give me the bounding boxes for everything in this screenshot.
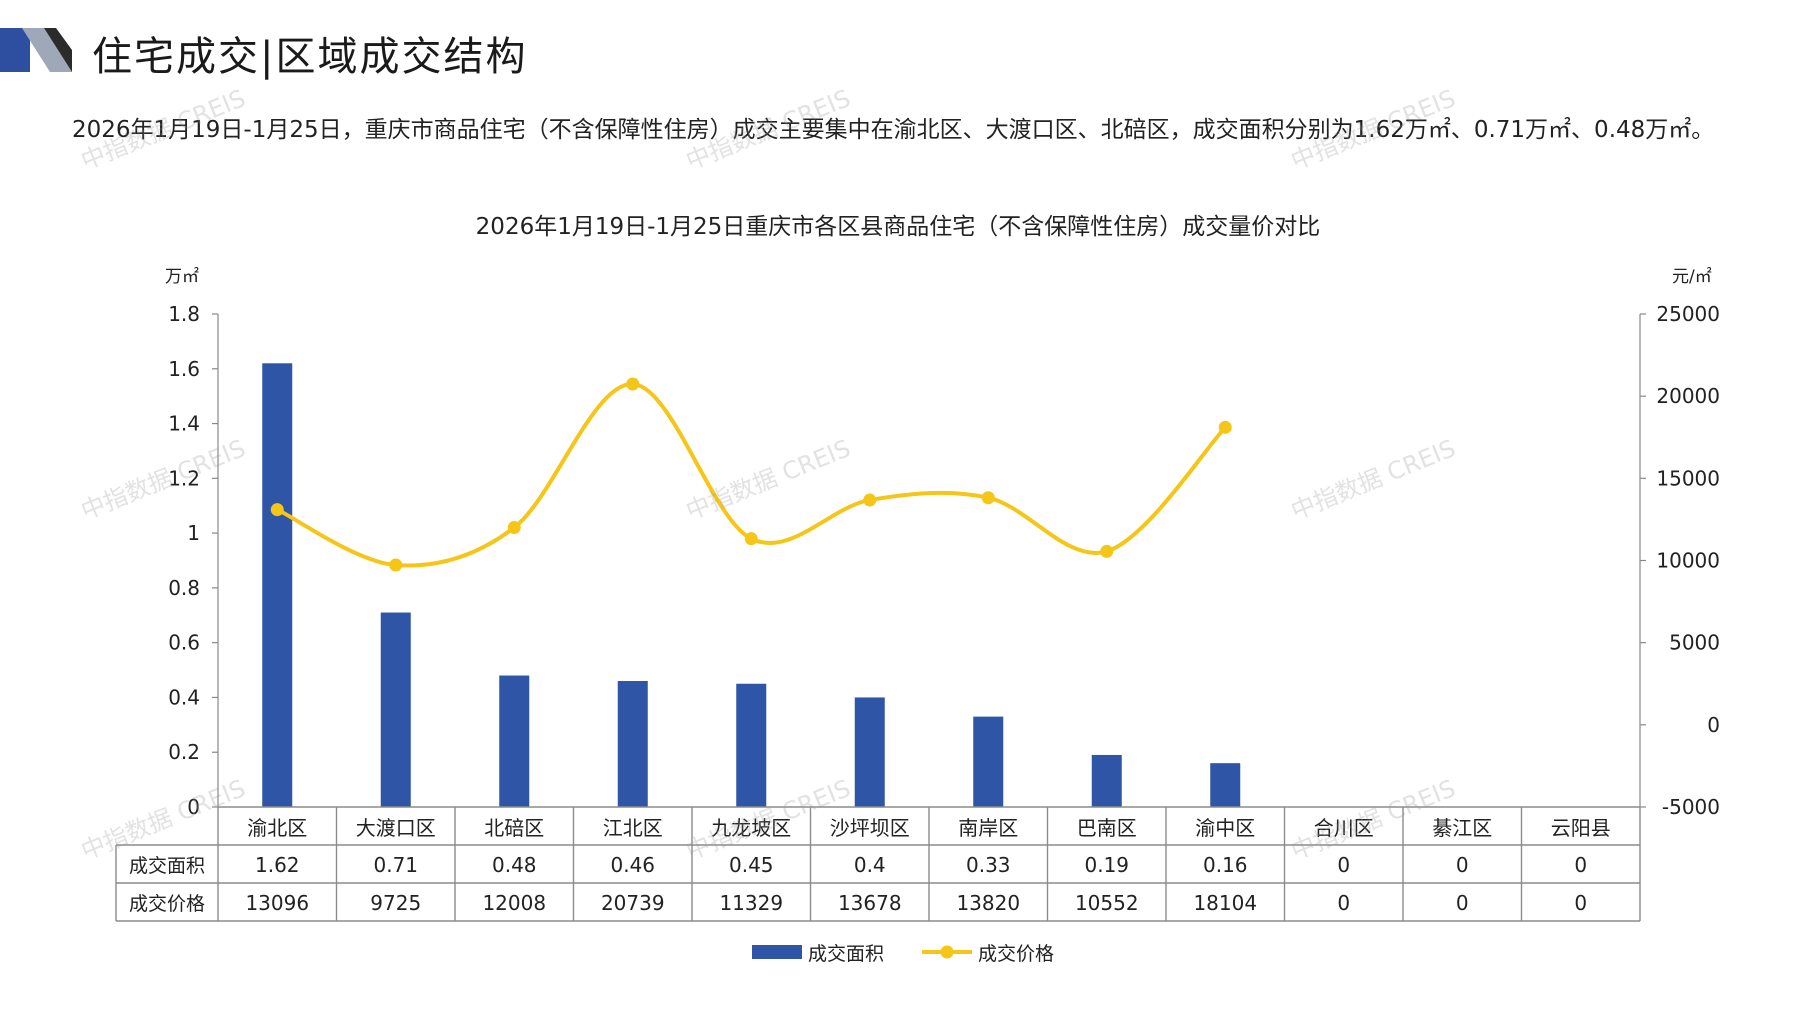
category-label: 南岸区: [958, 816, 1018, 840]
price-data-label: 11329: [719, 891, 783, 915]
price-data-label: 18104: [1193, 891, 1257, 915]
right-axis-tick-label: 15000: [1656, 466, 1720, 490]
bar-5: [736, 683, 767, 807]
right-axis-tick-label: -5000: [1662, 795, 1720, 819]
chart-title: 2026年1月19日-1月25日重庆市各区县商品住宅（不含保障性住房）成交量价对…: [476, 214, 1321, 240]
page-title: 住宅成交|区域成交结构: [92, 34, 528, 80]
legend-line-marker: [940, 945, 954, 959]
legend-bar-swatch: [752, 945, 802, 959]
left-axis-tick-label: 0.2: [168, 740, 200, 764]
summary-text: 2026年1月19日-1月25日，重庆市商品住宅（不含保障性住房）成交主要集中在…: [72, 117, 1715, 143]
left-axis-tick-label: 1.4: [168, 412, 200, 436]
price-data-label: 13678: [838, 891, 902, 915]
area-data-label: 0.4: [854, 853, 886, 877]
bar-9: [1210, 763, 1241, 807]
area-data-label: 0: [1337, 853, 1350, 877]
price-point-1: [270, 503, 284, 517]
left-axis-tick-label: 1: [187, 521, 200, 545]
price-point-3: [507, 521, 521, 535]
price-point-9: [1218, 420, 1232, 434]
bar-3: [499, 675, 530, 807]
price-data-label: 0: [1456, 891, 1469, 915]
price-point-2: [389, 558, 403, 572]
bar-2: [380, 612, 411, 807]
legend-bar-label: 成交面积: [808, 943, 884, 965]
area-data-label: 0.46: [610, 853, 655, 877]
bar-7: [973, 716, 1004, 807]
price-data-label: 9725: [370, 891, 421, 915]
price-data-label: 13096: [245, 891, 309, 915]
bar-8: [1091, 754, 1122, 807]
left-axis-tick-label: 0.4: [168, 685, 200, 709]
category-label: 沙坪坝区: [830, 816, 910, 840]
area-data-label: 0.48: [492, 853, 537, 877]
category-label: 渝北区: [247, 816, 307, 840]
area-data-label: 0: [1574, 853, 1587, 877]
bar-4: [617, 681, 648, 807]
category-label: 江北区: [603, 816, 663, 840]
legend-line-label: 成交价格: [978, 943, 1054, 965]
left-axis-tick-label: 1.2: [168, 466, 200, 490]
left-axis-tick-label: 1.8: [168, 302, 200, 326]
category-label: 巴南区: [1077, 816, 1137, 840]
category-label: 云阳县: [1551, 816, 1611, 840]
price-data-label: 10552: [1075, 891, 1139, 915]
category-label: 北碚区: [484, 816, 544, 840]
price-data-label: 0: [1337, 891, 1350, 915]
category-label: 九龙坡区: [711, 816, 791, 840]
row-header-area: 成交面积: [129, 855, 205, 877]
area-data-label: 0.16: [1203, 853, 1248, 877]
area-data-label: 0.71: [373, 853, 418, 877]
left-axis-tick-label: 0: [187, 795, 200, 819]
price-point-8: [1100, 544, 1114, 558]
category-label: 渝中区: [1195, 816, 1255, 840]
header-decoration-icon: [0, 28, 72, 72]
area-data-label: 1.62: [255, 853, 300, 877]
price-data-label: 0: [1574, 891, 1587, 915]
left-axis-tick-label: 1.6: [168, 357, 200, 381]
area-data-label: 0.19: [1084, 853, 1129, 877]
left-axis-tick-label: 0.8: [168, 576, 200, 600]
right-axis-tick-label: 5000: [1669, 631, 1720, 655]
left-axis-tick-label: 0.6: [168, 631, 200, 655]
price-data-label: 13820: [956, 891, 1020, 915]
right-axis-tick-label: 25000: [1656, 302, 1720, 326]
header: 住宅成交|区域成交结构: [0, 18, 1797, 84]
area-data-label: 0.45: [729, 853, 774, 877]
price-point-5: [744, 532, 758, 546]
category-label: 大渡口区: [356, 816, 436, 840]
bar-1: [262, 363, 293, 807]
area-data-label: 0.33: [966, 853, 1011, 877]
price-point-4: [626, 377, 640, 391]
price-point-7: [981, 491, 995, 505]
right-axis-tick-label: 10000: [1656, 549, 1720, 573]
right-axis-tick-label: 0: [1707, 713, 1720, 737]
area-data-label: 0: [1456, 853, 1469, 877]
left-axis-unit: 万㎡: [165, 267, 199, 287]
category-label: 合川区: [1314, 816, 1374, 840]
price-data-label: 12008: [482, 891, 546, 915]
bar-6: [854, 697, 885, 807]
category-label: 綦江区: [1432, 816, 1492, 840]
price-point-6: [863, 493, 877, 507]
price-data-label: 20739: [601, 891, 665, 915]
right-axis-unit: 元/㎡: [1672, 267, 1712, 287]
right-axis-tick-label: 20000: [1656, 384, 1720, 408]
row-header-price: 成交价格: [129, 893, 205, 915]
